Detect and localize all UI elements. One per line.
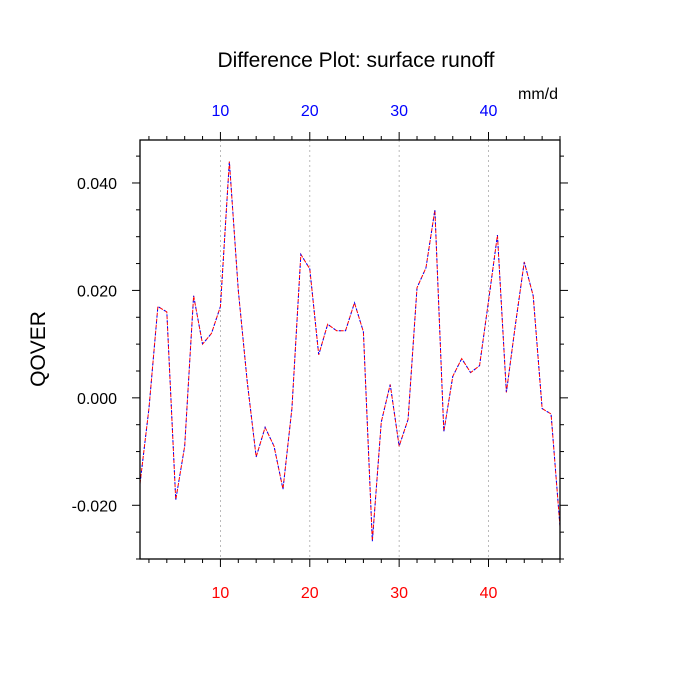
series-line-overlay-0: [139, 161, 561, 542]
y-tick-label: -0.020: [72, 498, 117, 515]
chart-title: Difference Plot: surface runoff: [217, 49, 494, 72]
units-label: mm/d: [518, 86, 558, 103]
x-tick-label-top: 40: [480, 103, 498, 120]
y-axis-label: QOVER: [27, 311, 50, 387]
tick-labels: 10 10 20 20 30 30 40 40 0.040 0.020 0.000 -0.020: [72, 103, 498, 602]
x-tick-label-top: 20: [301, 103, 319, 120]
x-tick-label-bottom: 20: [301, 585, 319, 602]
x-tick-label-top: 30: [390, 103, 408, 120]
grid-lines: [220, 140, 489, 559]
y-tick-label: 0.020: [77, 283, 117, 300]
x-tick-label-bottom: 30: [390, 585, 408, 602]
plot-frame: [139, 139, 561, 560]
axis-ticks: [132, 132, 568, 567]
y-tick-label: 0.000: [77, 391, 117, 408]
series-line-0: [139, 161, 561, 542]
x-tick-label-bottom: 10: [212, 585, 230, 602]
series-group: [139, 161, 561, 542]
y-tick-label: 0.040: [77, 176, 117, 193]
x-tick-label-bottom: 40: [480, 585, 498, 602]
x-tick-label-top: 10: [212, 103, 230, 120]
